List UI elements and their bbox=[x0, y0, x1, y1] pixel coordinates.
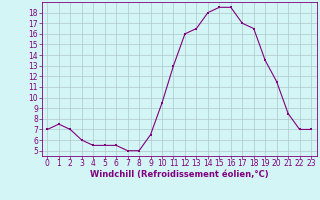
X-axis label: Windchill (Refroidissement éolien,°C): Windchill (Refroidissement éolien,°C) bbox=[90, 170, 268, 179]
